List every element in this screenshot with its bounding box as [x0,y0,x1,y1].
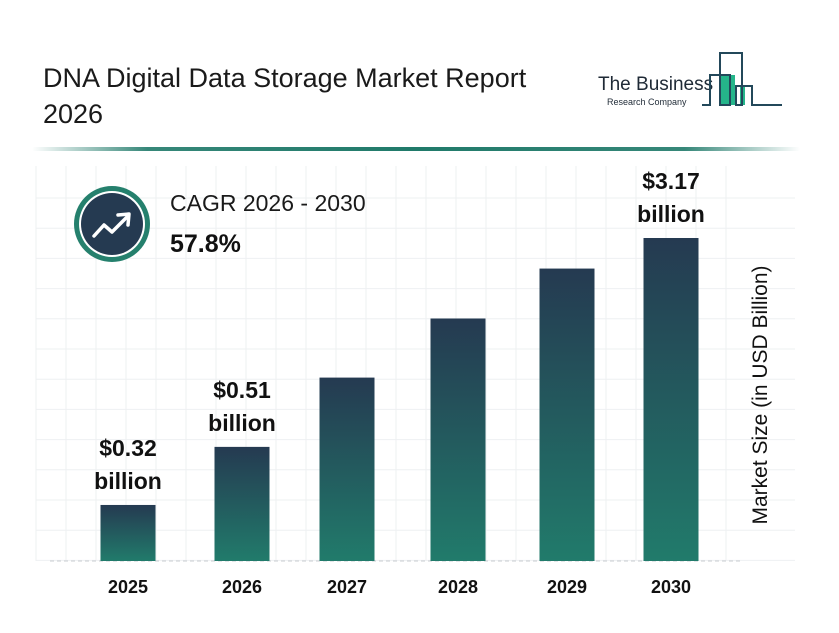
trend-up-arrow-icon [74,186,150,262]
data-label: billion [637,201,705,227]
page-title: DNA Digital Data Storage Market Report 2… [43,63,527,129]
x-tick-label: 2027 [327,577,367,597]
x-tick-label: 2029 [547,577,587,597]
bar-2026 [214,446,270,561]
logo-line-2: Research Company [607,97,687,107]
data-label: $3.17 [642,168,700,194]
cagr-label: CAGR 2026 - 2030 [170,190,366,216]
bar-2025 [100,504,156,561]
x-tick-label: 2028 [438,577,478,597]
x-tick-label: 2026 [222,577,262,597]
logo-buildings-icon [702,52,782,106]
bar-2027 [319,377,375,561]
bar-2029 [539,268,595,561]
x-tick-label: 2025 [108,577,148,597]
data-label: billion [94,468,162,494]
data-label: $0.51 [213,377,271,403]
bar-2028 [430,318,486,561]
data-label: billion [208,410,276,436]
company-logo: The Business Research Company [590,48,790,118]
header-divider [32,147,800,151]
x-tick-label: 2030 [651,577,691,597]
data-label: $0.32 [99,435,157,461]
bar-2030 [643,238,699,561]
logo-line-1: The Business [598,74,714,95]
cagr-value: 57.8% [170,230,241,258]
y-axis-label: Market Size (in USD Billion) [749,265,772,524]
